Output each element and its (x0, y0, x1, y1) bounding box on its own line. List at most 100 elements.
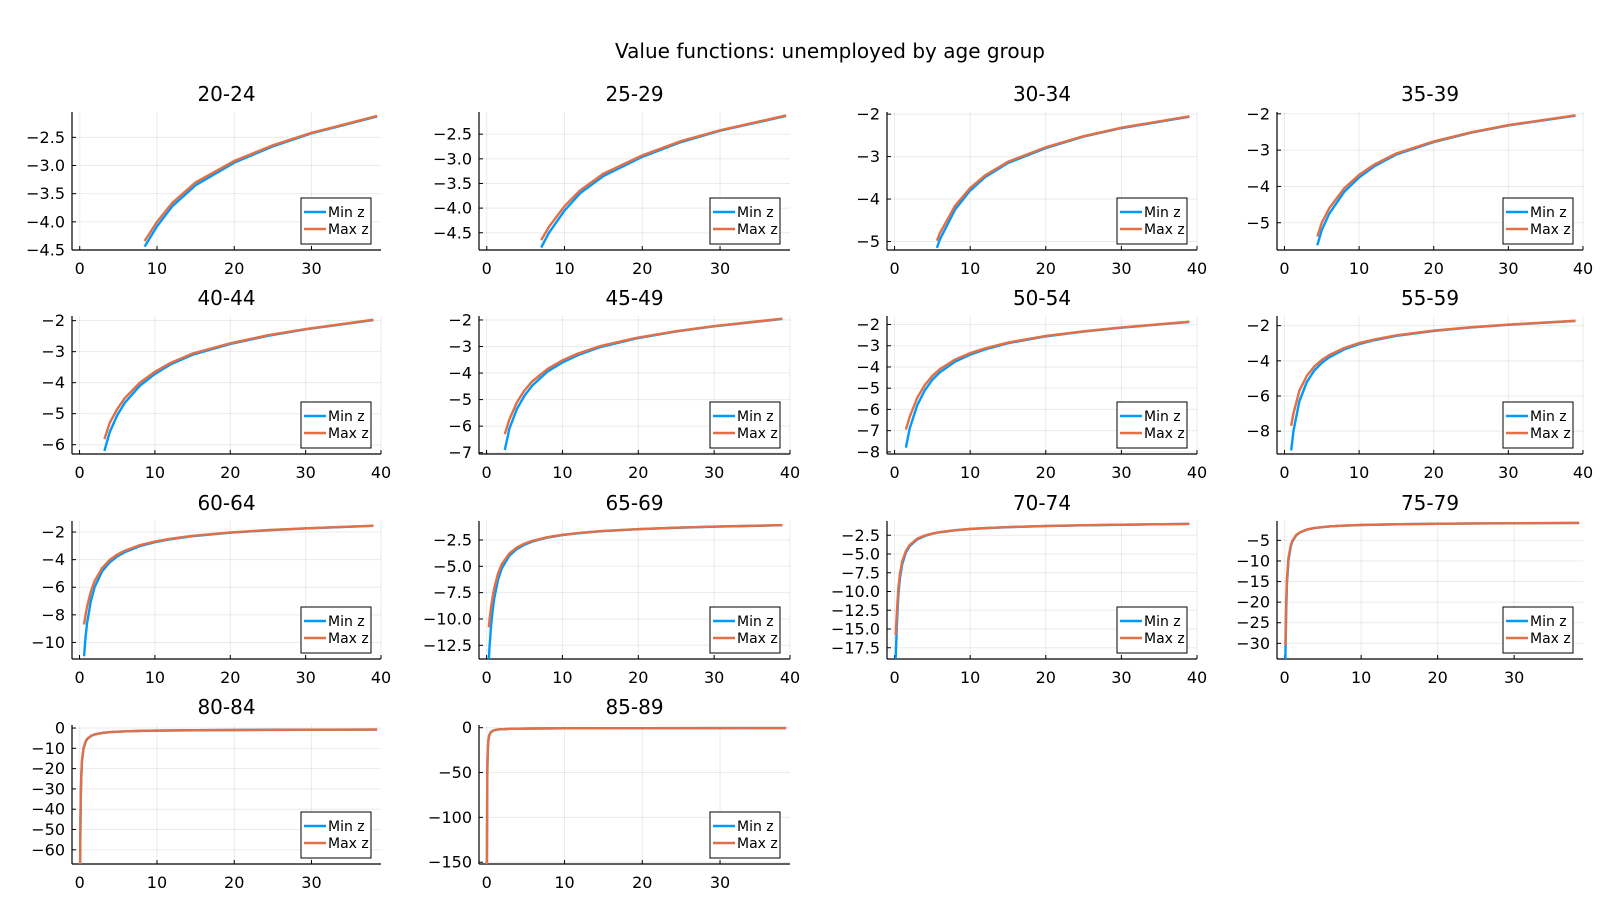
legend-label: Min z (1144, 614, 1181, 630)
y-tick-label: −50 (438, 763, 472, 782)
x-tick-label: 10 (552, 668, 572, 687)
series-line-max-z (540, 114, 787, 241)
legend-label: Max z (1530, 222, 1571, 238)
x-tick-label: 20 (224, 873, 244, 892)
y-tick-label: −4.5 (433, 223, 472, 242)
legend-box (300, 197, 372, 245)
x-tick-label: 30 (1111, 463, 1131, 482)
y-tick-label: −7.5 (433, 583, 472, 602)
subplot-title: 55-59 (1401, 286, 1459, 310)
y-tick-label: −4.5 (26, 241, 65, 260)
legend-label: Min z (737, 614, 774, 630)
x-tick-label: 40 (1187, 668, 1207, 687)
subplot-title: 35-39 (1401, 82, 1459, 106)
y-tick-label: −10 (31, 739, 65, 758)
y-tick-label: −20 (1236, 593, 1270, 612)
x-tick-label: 30 (704, 463, 724, 482)
y-tick-label: −3.5 (26, 184, 65, 203)
y-tick-label: 0 (55, 719, 65, 738)
subplot-70-74: 70-74 0 10 20 30 40 −17.5−15.0−12.5−10.0−7.5−5… (831, 491, 1207, 687)
legend-box (1116, 401, 1188, 449)
y-tick-label: −3.0 (433, 149, 472, 168)
x-tick-label: 20 (628, 463, 648, 482)
x-tick-label: 10 (1349, 463, 1369, 482)
x-tick-label: 30 (301, 259, 321, 278)
series-line-max-z (485, 726, 787, 864)
x-tick-label: 0 (75, 873, 85, 892)
subplot-title: 30-34 (1013, 82, 1071, 106)
y-tick-label: −20 (31, 759, 65, 778)
legend-label: Max z (328, 426, 369, 442)
x-tick-label: 40 (1187, 463, 1207, 482)
y-tick-label: −15.0 (831, 620, 880, 639)
subplot-title: 20-24 (197, 82, 255, 106)
legend-label: Max z (328, 836, 369, 852)
subplot-title: 60-64 (197, 491, 255, 515)
legend-label: Min z (1530, 205, 1567, 221)
x-tick-label: 30 (295, 668, 315, 687)
legend-box (1502, 401, 1574, 449)
legend-label: Max z (737, 426, 778, 442)
x-tick-label: 0 (1279, 259, 1289, 278)
x-tick-label: 30 (704, 668, 724, 687)
y-tick-label: −4.0 (26, 212, 65, 231)
x-tick-label: 0 (1280, 668, 1290, 687)
legend-box (300, 606, 372, 654)
legend-label: Max z (328, 631, 369, 647)
y-tick-label: −2.5 (26, 128, 65, 147)
y-tick-label: −5.0 (841, 545, 880, 564)
legend-label: Max z (737, 222, 778, 238)
y-tick-label: −3 (1246, 141, 1270, 160)
legend-box (1502, 606, 1574, 654)
y-tick-label: −15 (1236, 572, 1270, 591)
legend-label: Min z (1530, 409, 1567, 425)
y-tick-label: −4 (1246, 351, 1270, 370)
legend-box (300, 811, 372, 859)
legend-label: Min z (328, 205, 365, 221)
legend-label: Min z (328, 819, 365, 835)
x-tick-label: 20 (1427, 668, 1447, 687)
y-tick-label: −10.0 (423, 609, 472, 628)
y-tick-label: −2.5 (841, 526, 880, 545)
x-tick-label: 10 (147, 259, 167, 278)
series-line-max-z (78, 728, 378, 864)
x-tick-label: 0 (74, 668, 84, 687)
series-line-max-z (1289, 319, 1576, 427)
x-tick-label: 20 (1036, 668, 1056, 687)
x-tick-label: 40 (1573, 259, 1593, 278)
x-tick-label: 40 (371, 668, 391, 687)
x-tick-label: 30 (1498, 259, 1518, 278)
subplot-title: 50-54 (1013, 286, 1071, 310)
legend-label: Max z (1530, 631, 1571, 647)
legend-label: Max z (1144, 222, 1185, 238)
subplot-title: 85-89 (605, 695, 663, 719)
x-tick-label: 30 (710, 259, 730, 278)
y-tick-label: −8 (1246, 422, 1270, 441)
x-tick-label: 0 (482, 873, 492, 892)
y-tick-label: −2.5 (433, 125, 472, 144)
subplot-title: 25-29 (605, 82, 663, 106)
y-tick-label: −40 (31, 800, 65, 819)
y-tick-label: −3.0 (26, 156, 65, 175)
series-line-max-z (1284, 521, 1580, 646)
subplot-25-29: 25-29 0 10 20 30 −4.5 −4.0 −3.5 −3.0 −2.5 Min zMax… (433, 82, 790, 278)
y-tick-label: −2 (856, 315, 880, 334)
y-tick-label: −2.5 (433, 530, 472, 549)
x-tick-label: 10 (147, 873, 167, 892)
y-tick-label: −5 (1246, 213, 1270, 232)
y-tick-label: −4 (448, 364, 472, 383)
legend-label: Max z (1530, 426, 1571, 442)
x-tick-label: 10 (960, 259, 980, 278)
x-tick-label: 20 (1036, 463, 1056, 482)
y-tick-label: −5 (856, 232, 880, 251)
x-tick-label: 0 (74, 463, 84, 482)
y-tick-label: −6 (1246, 386, 1270, 405)
